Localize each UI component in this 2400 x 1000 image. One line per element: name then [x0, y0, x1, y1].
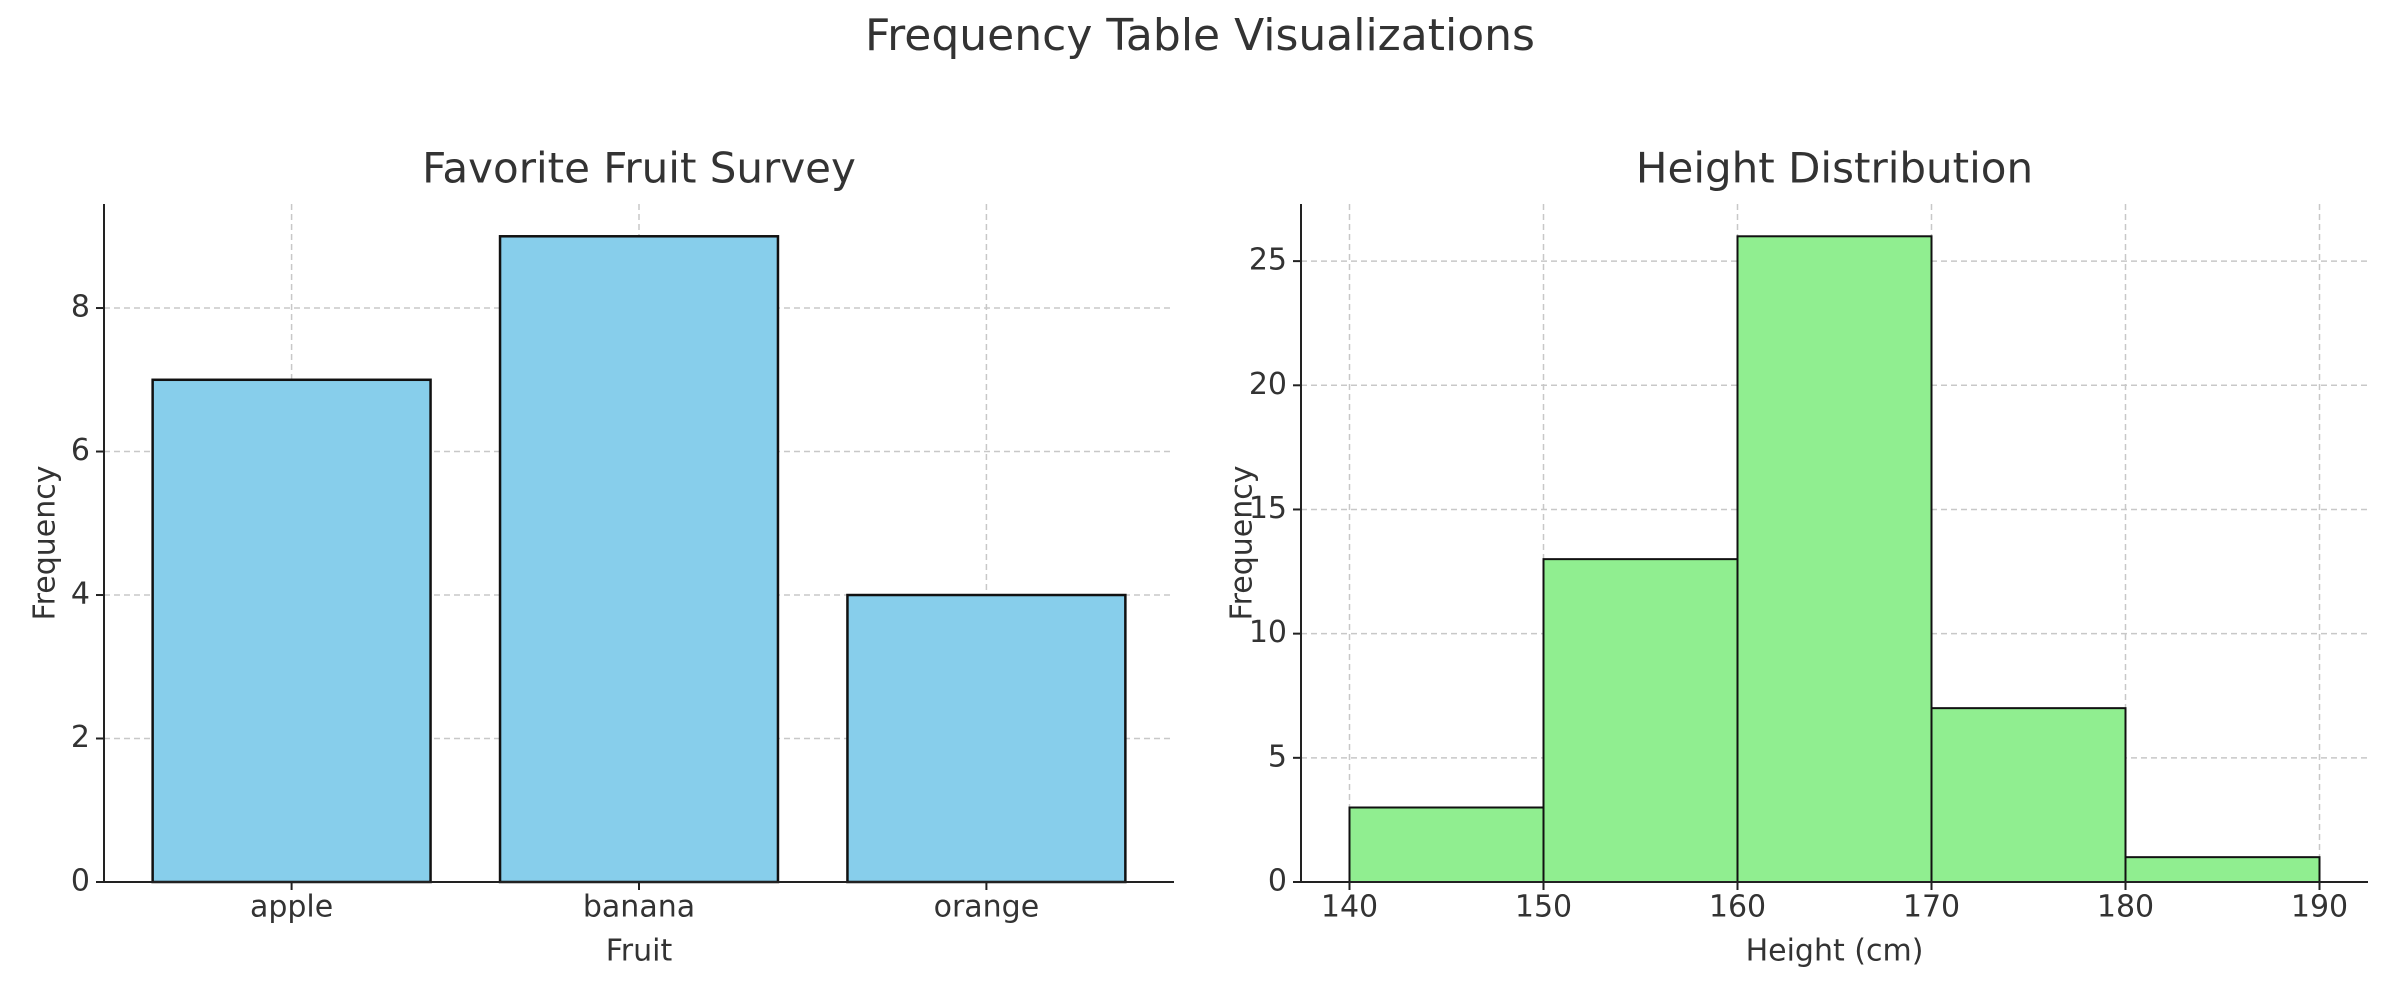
y-tick-label: 6 — [71, 433, 90, 468]
x-tick-label: 150 — [1515, 890, 1572, 925]
y-tick-label: 25 — [1249, 243, 1287, 278]
y-tick-label: 0 — [1268, 864, 1287, 899]
bar — [151, 378, 432, 884]
y-tick-label: 20 — [1249, 367, 1287, 402]
x-tick-label: 180 — [2097, 890, 2154, 925]
histogram-bar — [1348, 806, 1545, 883]
x-tick-label: 160 — [1709, 890, 1766, 925]
x-tick-label: apple — [250, 890, 333, 925]
x-tick-label: banana — [583, 890, 695, 925]
bar — [846, 593, 1127, 884]
histogram-bar — [1736, 235, 1933, 884]
y-tick-label: 0 — [71, 864, 90, 899]
y-axis-label: Frequency — [28, 466, 63, 621]
x-tick-label: orange — [934, 890, 1040, 925]
histogram-bar — [1542, 558, 1739, 884]
y-tick-label: 2 — [71, 720, 90, 755]
y-tick-label: 8 — [71, 290, 90, 325]
x-axis-label: Height (cm) — [1746, 934, 1924, 969]
bar — [498, 235, 780, 884]
y-tick-label: 5 — [1268, 739, 1287, 774]
x-tick-label: 140 — [1321, 890, 1378, 925]
x-axis-label: Fruit — [606, 934, 673, 969]
histogram-bar — [2124, 856, 2321, 884]
y-tick-label: 4 — [71, 577, 90, 612]
y-tick-label: 10 — [1249, 615, 1287, 650]
figure-title: Frequency Table Visualizations — [865, 10, 1535, 61]
y-axis-label: Frequency — [1225, 466, 1260, 621]
x-tick-label: 190 — [2291, 890, 2348, 925]
histogram-bar — [1930, 707, 2127, 884]
chart-title: Favorite Fruit Survey — [422, 144, 856, 193]
y-tick-label: 15 — [1249, 491, 1287, 526]
x-tick-label: 170 — [1903, 890, 1960, 925]
chart-title: Height Distribution — [1636, 144, 2033, 193]
